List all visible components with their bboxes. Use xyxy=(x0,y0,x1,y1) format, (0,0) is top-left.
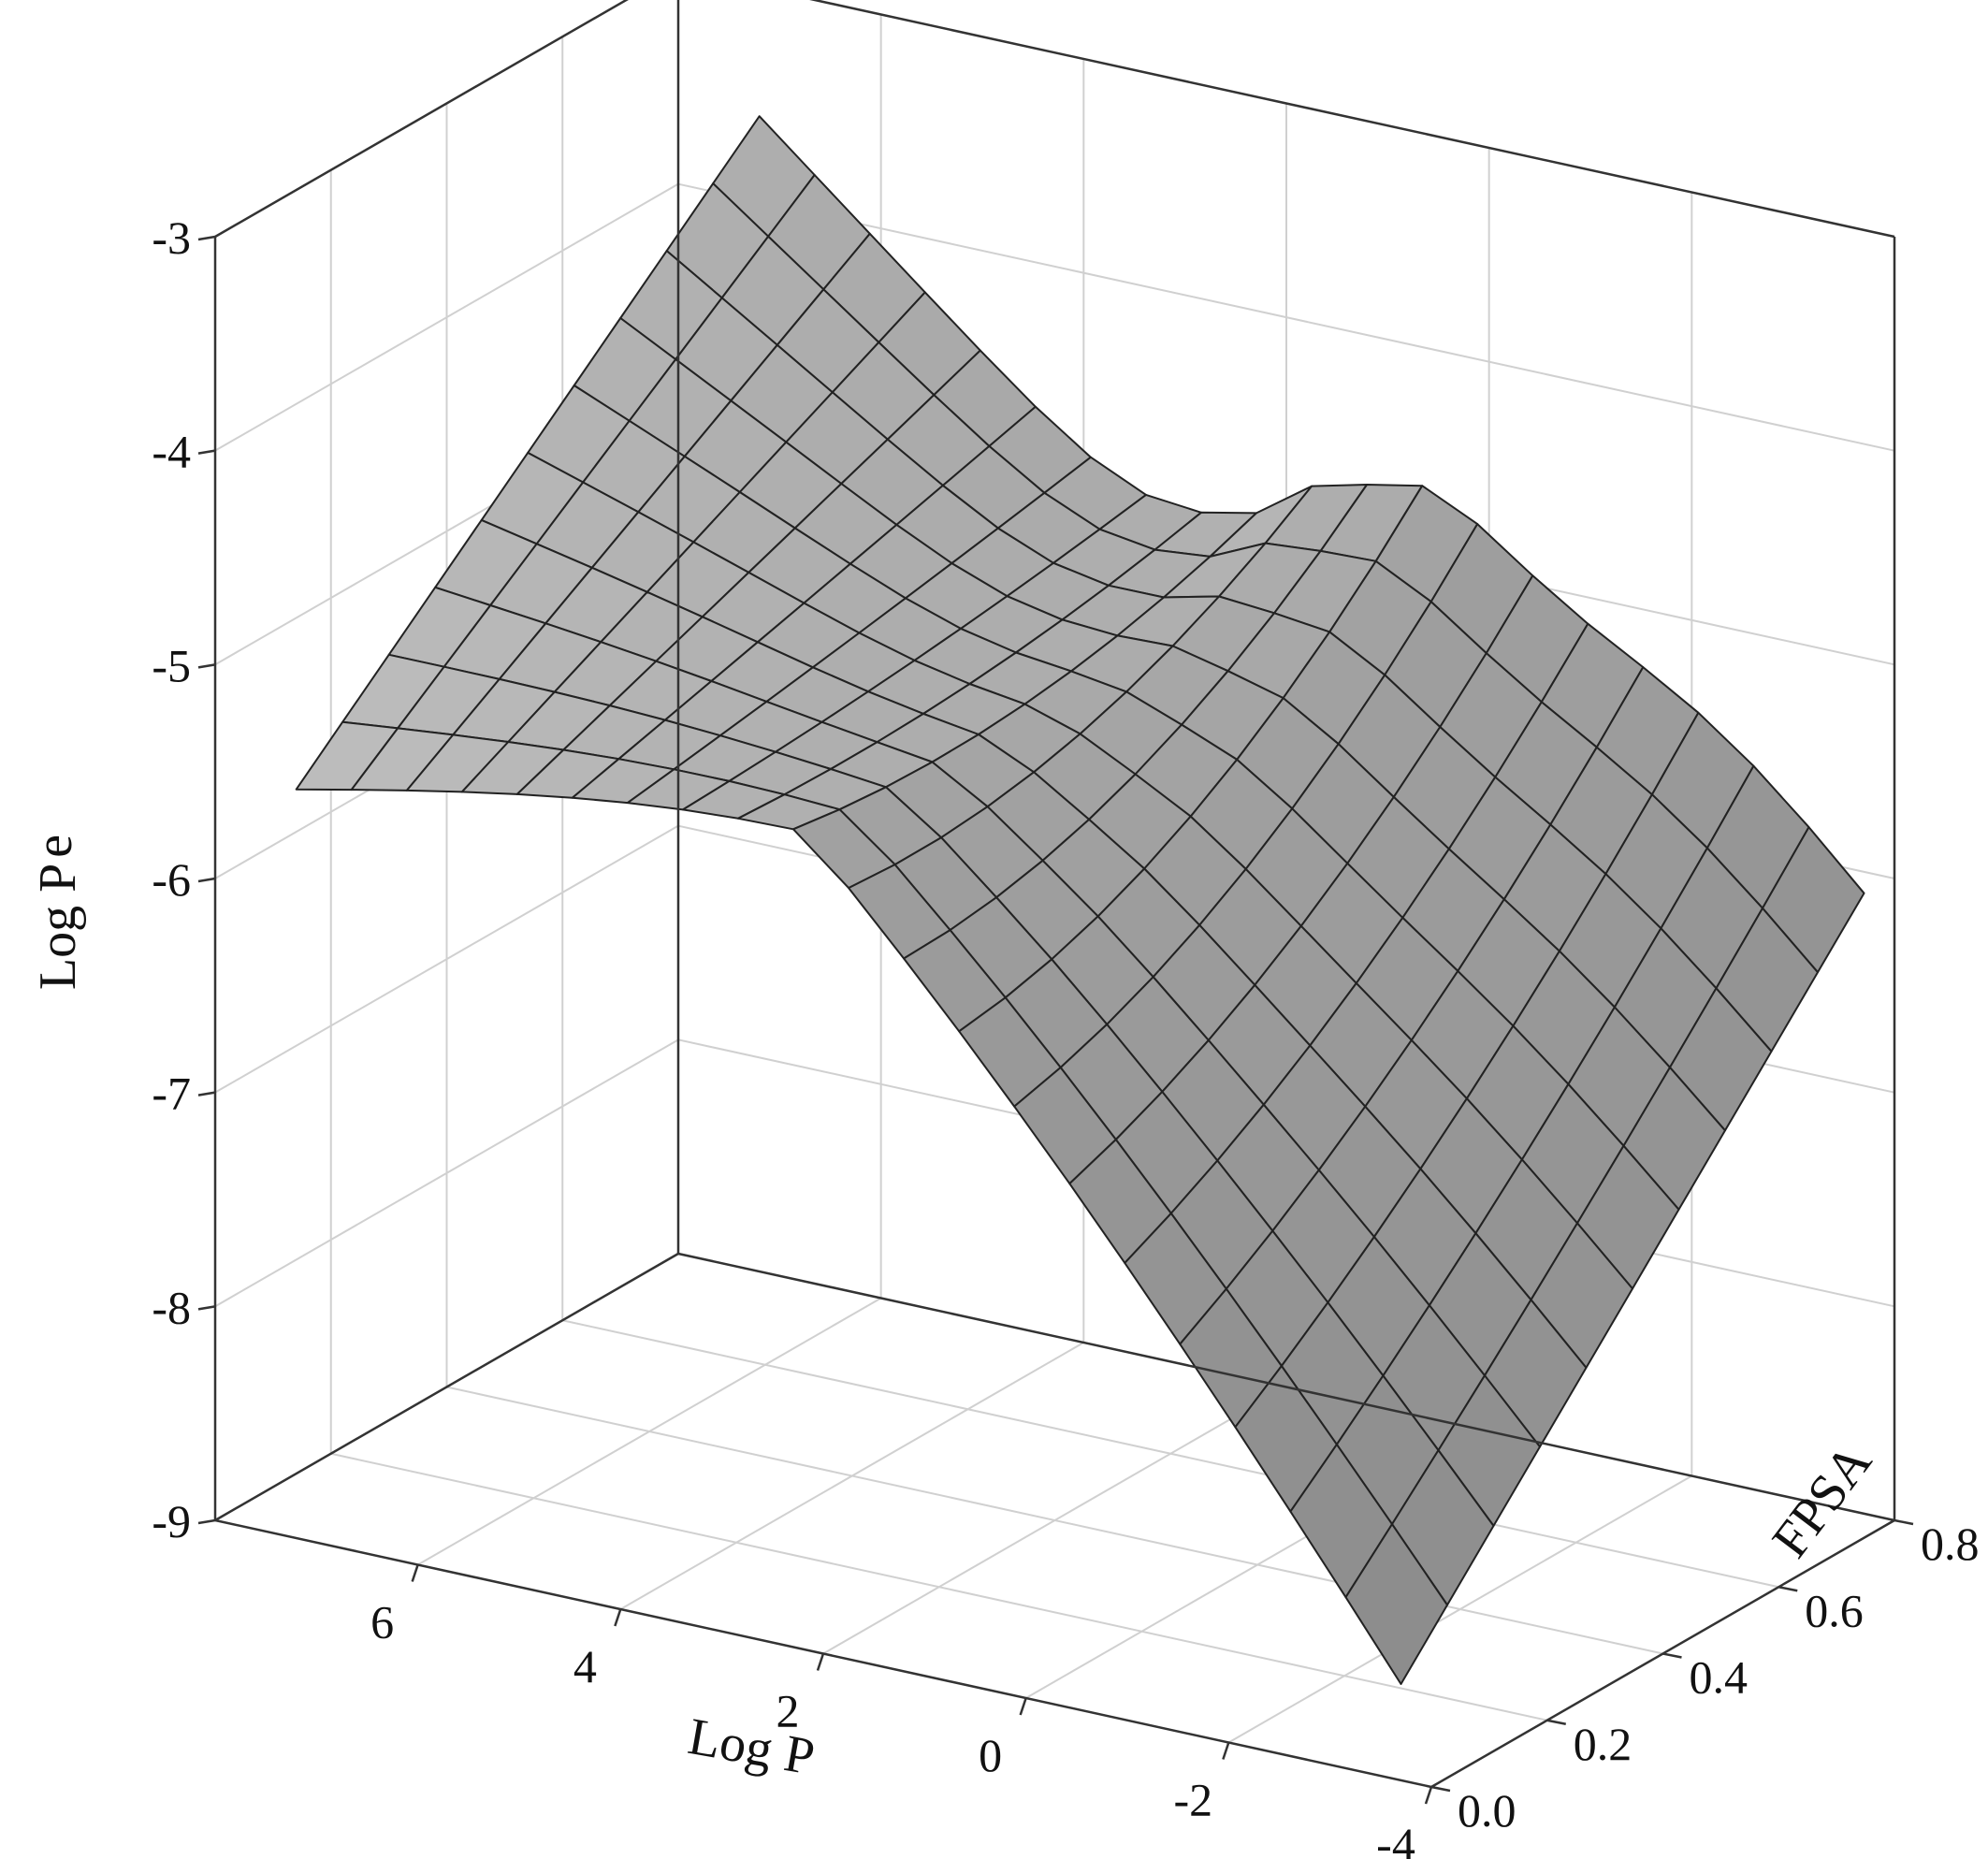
y-tick-mark xyxy=(1662,1652,1682,1659)
x-tick-label: -2 xyxy=(1174,1774,1213,1826)
y-tick-mark xyxy=(1894,1518,1914,1526)
y-tick-label: 0.2 xyxy=(1574,1718,1632,1770)
z-tick-label: -8 xyxy=(152,1281,191,1333)
x-tick-mark xyxy=(1019,1697,1027,1716)
wall-grid-line xyxy=(214,182,679,452)
z-tick-mark xyxy=(197,1305,216,1311)
floor-grid-line xyxy=(330,1452,1547,1721)
x-tick-label: 0 xyxy=(979,1729,1002,1781)
z-tick-label: -5 xyxy=(152,639,191,691)
x-tick-mark xyxy=(1222,1742,1230,1760)
box-edge xyxy=(214,1252,679,1522)
y-axis-label: FPSA xyxy=(1762,1433,1883,1569)
z-axis-label-main: Log P xyxy=(29,864,87,990)
z-tick-mark xyxy=(197,1091,216,1097)
z-tick-mark xyxy=(197,449,216,455)
surface-layer xyxy=(295,115,1865,1685)
x-tick-label: 6 xyxy=(370,1596,394,1648)
box-edge xyxy=(214,0,629,239)
floor-grid-line xyxy=(562,1319,1779,1589)
x-tick-label: -4 xyxy=(1376,1818,1415,1859)
y-tick-mark xyxy=(1546,1719,1566,1725)
box-edge xyxy=(677,1252,1895,1522)
z-tick-mark xyxy=(197,235,216,241)
floor-grid-line xyxy=(446,1386,1663,1655)
x-tick-label: 4 xyxy=(573,1640,597,1692)
wall-grid-line xyxy=(214,1038,679,1308)
y-tick-mark xyxy=(1778,1586,1798,1592)
z-axis-label: Log P e xyxy=(25,835,87,990)
tick-labels: 6 4 2 0 -2 -4 0.0 0.2 0.4 0.6 0.8 -9 -8 -7 -6 -5 -4 -3 xyxy=(152,211,1979,1859)
z-tick-mark xyxy=(197,877,216,883)
wall-grid-line xyxy=(214,824,679,1094)
z-axis-label-sub: e xyxy=(25,835,83,858)
x-tick-mark xyxy=(614,1608,622,1627)
z-tick-label: -9 xyxy=(152,1495,191,1547)
z-tick-mark xyxy=(197,1518,216,1525)
z-tick-label: -4 xyxy=(152,426,191,478)
y-tick-label: 0.8 xyxy=(1921,1518,1980,1570)
x-tick-mark xyxy=(411,1564,419,1582)
x-tick-mark xyxy=(1424,1786,1433,1805)
box-edge xyxy=(809,0,1895,239)
surface-cell xyxy=(1344,1523,1448,1685)
y-tick-label: 0.4 xyxy=(1690,1651,1749,1704)
x-tick-label: 2 xyxy=(776,1685,800,1737)
y-tick-label: 0.6 xyxy=(1805,1584,1864,1636)
z-tick-label: -7 xyxy=(152,1067,191,1120)
y-tick-mark xyxy=(1430,1785,1451,1793)
z-tick-mark xyxy=(197,663,216,669)
wall-grid-line xyxy=(677,182,1895,452)
x-tick-mark xyxy=(816,1653,825,1671)
axis-edges xyxy=(197,0,1914,1805)
z-tick-label: -3 xyxy=(152,211,191,264)
y-tick-label: 0.0 xyxy=(1458,1784,1516,1837)
z-tick-label: -6 xyxy=(152,853,191,906)
